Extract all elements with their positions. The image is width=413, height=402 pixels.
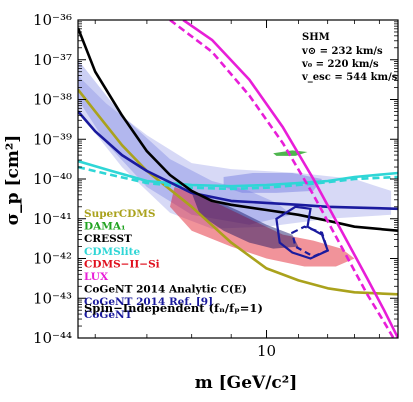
legend-entry: LUX	[84, 271, 109, 283]
region-outline	[291, 225, 330, 258]
legend-entry: CoGeNT	[84, 309, 133, 321]
axis-ticks	[78, 19, 398, 339]
legend-entry: DAMA₁	[84, 221, 126, 233]
series-line	[169, 20, 395, 338]
info-line: v⊙ = 232 km/s	[301, 46, 383, 57]
legend-entry: CDMS−II−Si	[84, 258, 160, 270]
spin-independent-annotation: Spin−Independent (fₙ/fₚ=1)	[84, 301, 263, 315]
y-tick-label: 10⁻⁴²	[33, 250, 72, 268]
region-outlines	[275, 205, 330, 260]
series-line	[78, 110, 398, 211]
x-axis-title: m [GeV/c²]	[195, 373, 298, 393]
confidence-region	[78, 75, 392, 229]
y-tick-label: 10⁻³⁶	[33, 11, 72, 29]
y-tick-label: 10⁻⁴⁴	[33, 329, 72, 347]
info-line: v₀ = 220 km/s	[301, 59, 379, 70]
legend: SuperCDMSDAMA₁CRESSTCDMSliteCDMS−II−SiLU…	[84, 208, 247, 321]
y-tick-label: 10⁻⁴³	[33, 289, 72, 307]
y-axis-title: σ_p [cm²]	[3, 135, 23, 226]
y-tick-label: 10⁻⁴¹	[33, 210, 72, 228]
y-tick-label: 10⁻⁴⁰	[33, 170, 72, 188]
legend-entry: SuperCDMS	[84, 208, 155, 220]
y-tick-label: 10⁻³⁷	[33, 51, 72, 69]
info-box: SHM v⊙ = 232 km/s v₀ = 220 km/s v_esc = …	[301, 32, 398, 83]
legend-entry: CDMSlite	[84, 246, 140, 258]
info-title: SHM	[302, 32, 330, 43]
legend-entry: CRESST	[84, 233, 132, 245]
confidence-region	[223, 173, 322, 193]
y-tick-label: 10⁻³⁸	[33, 91, 72, 109]
x-tick-label: 10	[257, 342, 276, 360]
limit-curves	[78, 20, 398, 338]
series-line	[78, 88, 398, 296]
series-line	[78, 159, 398, 188]
series-line	[182, 20, 398, 338]
series-line	[78, 165, 398, 191]
y-tick-labels: 10⁻³⁶ 10⁻³⁷ 10⁻³⁸ 10⁻³⁹ 10⁻⁴⁰ 10⁻⁴¹ 10⁻⁴² 10⁻⁴³…	[33, 11, 72, 347]
y-tick-label: 10⁻³⁹	[33, 130, 72, 148]
x-tick-labels: 10	[257, 342, 276, 360]
confidence-region	[191, 192, 299, 249]
confidence-region	[170, 187, 355, 267]
legend-entry: CoGeNT 2014 Analytic C(E)	[84, 284, 247, 296]
info-line: v_esc = 544 km/s	[301, 72, 398, 83]
legend-entry: CoGeNT 2014 Ref. [9]	[84, 296, 213, 308]
